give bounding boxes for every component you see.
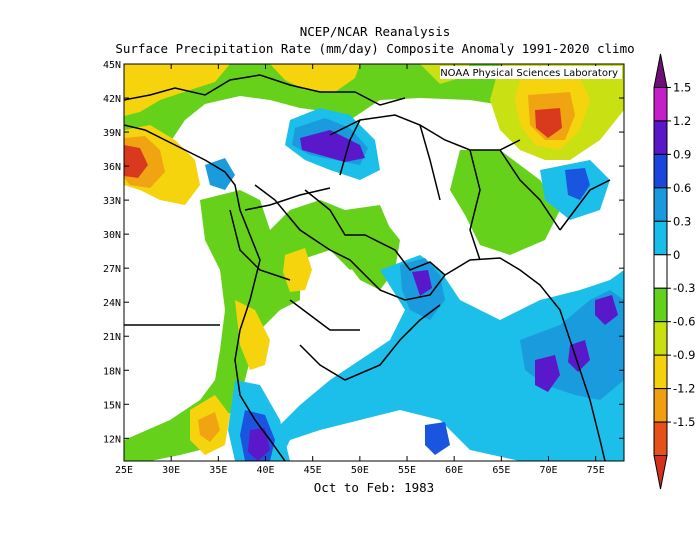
- wet-region-india-core-2: [568, 340, 590, 372]
- dry-region-arabia-yellow: [283, 248, 312, 292]
- colorbar-label: -1.2: [673, 382, 695, 396]
- lon-tick-label: 75E: [587, 465, 605, 476]
- colorbar-label: 1.5: [673, 80, 691, 94]
- colorbar-swatch: [653, 321, 668, 356]
- credit-label: NOAA Physical Sciences Laboratory: [440, 68, 618, 79]
- dry-region-afghanistan-red: [535, 108, 562, 138]
- colorbar-swatch: [653, 120, 668, 155]
- colorbar-label: 0.3: [673, 214, 691, 228]
- credit-box: [440, 66, 622, 79]
- wet-region-arabian-sea: [270, 255, 624, 461]
- lat-tick-label: 18N: [103, 366, 121, 377]
- colorbar-label: -0.6: [673, 315, 695, 329]
- anomaly-field: [124, 64, 624, 461]
- wet-region-india-core-3: [595, 295, 618, 325]
- map-frame: [123, 63, 625, 462]
- coastlines: [124, 74, 611, 461]
- colorbar-swatch: [653, 421, 668, 457]
- colorbar-label: 0: [673, 248, 680, 262]
- lat-tick-label: 24N: [103, 298, 121, 309]
- colorbar-swatch: [653, 254, 668, 289]
- dry-region-turkey-west-red: [124, 145, 148, 178]
- lat-tick-label: 12N: [103, 434, 121, 445]
- colorbar-label: -0.9: [673, 348, 695, 362]
- chart-subtitle: Surface Precipitation Rate (mm/day) Comp…: [115, 41, 635, 56]
- lat-tick-label: 45N: [103, 60, 121, 71]
- lon-tick-label: 30E: [162, 465, 180, 476]
- wet-region-ethiopia-core: [248, 428, 270, 461]
- colorbar-swatch: [653, 354, 668, 390]
- wet-region-cyprus: [205, 158, 235, 190]
- lat-tick-label: 36N: [103, 162, 121, 173]
- colorbar-label: 1.2: [673, 114, 691, 128]
- wet-region-india-core: [535, 355, 560, 392]
- lon-tick-label: 35E: [209, 465, 227, 476]
- colorbar-swatch: [653, 53, 668, 88]
- wet-region-caucasus-core: [300, 130, 365, 162]
- colorbar-label: 0.9: [673, 147, 691, 161]
- colorbar-swatch: [653, 388, 668, 423]
- latitude-axis: 45N 42N 39N 36N 33N 30N 27N 24N 21N 18N 15N 12N: [103, 60, 624, 445]
- lon-tick-label: 45E: [304, 465, 322, 476]
- colorbar-swatch: [653, 287, 668, 323]
- lon-tick-label: 40E: [256, 465, 274, 476]
- colorbar-swatch: [653, 86, 668, 122]
- dry-region-north-yellow-2: [270, 64, 360, 92]
- lat-tick-label: 27N: [103, 264, 121, 275]
- dry-region-sudan-orange: [198, 412, 220, 442]
- colorbar-label: -0.3: [673, 281, 695, 295]
- wet-region-oman-core: [412, 270, 432, 296]
- lon-tick-label: 65E: [492, 465, 510, 476]
- colorbar-swatch: [653, 455, 668, 490]
- lon-tick-label: 25E: [115, 465, 133, 476]
- lat-tick-label: 42N: [103, 94, 121, 105]
- colorbar: 1.5 1.2 0.9 0.6 0.3 0 -0.3 -0.6 -0.9 -1.2 -1.5: [653, 53, 695, 490]
- lat-tick-label: 15N: [103, 400, 121, 411]
- lat-tick-label: 33N: [103, 196, 121, 207]
- longitude-axis: 25E 30E 35E 40E 45E 50E 55E 60E 65E 70E 75E: [115, 64, 605, 476]
- colorbar-swatch: [653, 153, 668, 189]
- colorbar-swatch: [653, 187, 668, 222]
- lat-tick-label: 21N: [103, 332, 121, 343]
- lon-tick-label: 70E: [539, 465, 557, 476]
- wet-region-somalia-core: [425, 422, 450, 455]
- colorbar-swatch: [653, 220, 668, 256]
- dry-region-iran-east: [450, 150, 560, 255]
- lat-tick-label: 30N: [103, 230, 121, 241]
- lon-tick-label: 60E: [445, 465, 463, 476]
- dry-region-north-yellow: [124, 64, 230, 116]
- chart-title: NCEP/NCAR Reanalysis: [299, 24, 451, 39]
- colorbar-label: 0.6: [673, 181, 691, 195]
- wet-region-india-north-core: [565, 168, 590, 200]
- lon-tick-label: 50E: [351, 465, 369, 476]
- colorbar-label: -1.5: [673, 415, 695, 429]
- period-label: Oct to Feb: 1983: [313, 480, 435, 495]
- lat-tick-label: 39N: [103, 128, 121, 139]
- lon-tick-label: 55E: [398, 465, 416, 476]
